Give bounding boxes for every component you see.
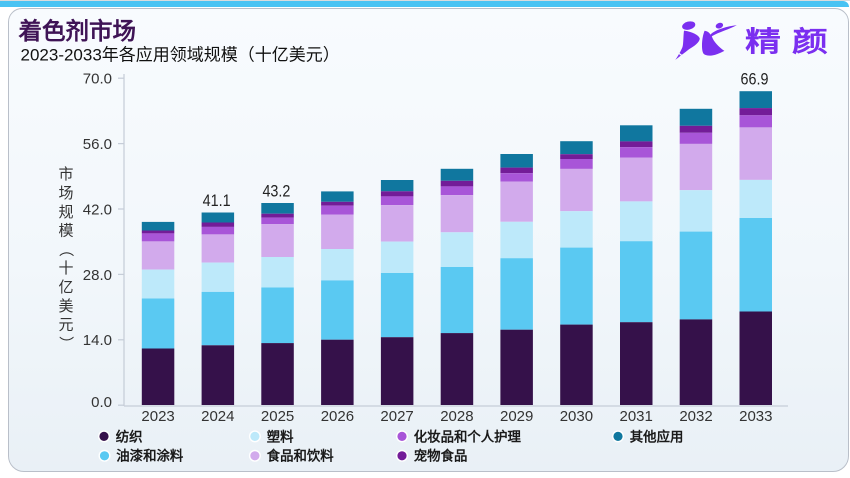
- svg-text:42.0: 42.0: [83, 201, 112, 218]
- svg-text:2026: 2026: [321, 408, 354, 425]
- svg-text:2030: 2030: [560, 408, 593, 425]
- svg-text:2027: 2027: [380, 408, 413, 425]
- svg-text:模: 模: [58, 223, 73, 240]
- svg-text:场: 场: [58, 185, 73, 202]
- svg-text:市: 市: [58, 166, 73, 183]
- svg-text:28.0: 28.0: [83, 267, 112, 284]
- svg-text:食品和饮料: 食品和饮料: [267, 448, 335, 464]
- svg-text:70.0: 70.0: [83, 71, 112, 88]
- svg-text:规: 规: [58, 204, 73, 221]
- svg-text:着色剂市场: 着色剂市场: [19, 17, 137, 44]
- svg-text:2023: 2023: [141, 408, 174, 425]
- svg-text:油漆和涂料: 油漆和涂料: [116, 448, 184, 464]
- svg-text:塑料: 塑料: [267, 428, 294, 444]
- svg-text:0.0: 0.0: [91, 394, 112, 411]
- svg-text:元: 元: [58, 317, 73, 334]
- svg-text:美: 美: [58, 298, 73, 315]
- svg-text:化妆品和个人护理: 化妆品和个人护理: [414, 428, 522, 444]
- svg-text:56.0: 56.0: [83, 136, 112, 153]
- svg-text:2025: 2025: [261, 408, 294, 425]
- svg-text:纺织: 纺织: [116, 428, 143, 444]
- svg-text:十: 十: [58, 260, 73, 277]
- svg-text:43.2: 43.2: [262, 182, 290, 200]
- svg-text:2032: 2032: [679, 408, 712, 425]
- svg-text:）: ）: [57, 336, 74, 351]
- svg-text:2033: 2033: [739, 408, 772, 425]
- svg-text:66.9: 66.9: [741, 71, 769, 89]
- svg-text:14.0: 14.0: [83, 332, 112, 349]
- svg-text:亿: 亿: [58, 279, 73, 296]
- svg-text:2024: 2024: [201, 408, 234, 425]
- svg-text:41.1: 41.1: [203, 192, 231, 210]
- svg-text:2023-2033年各应用领域规模（十亿美元）: 2023-2033年各应用领域规模（十亿美元）: [21, 45, 340, 64]
- svg-text:宠物食品: 宠物食品: [414, 448, 468, 464]
- svg-text:2028: 2028: [440, 408, 473, 425]
- svg-text:2029: 2029: [500, 408, 533, 425]
- svg-text:2031: 2031: [620, 408, 653, 425]
- svg-text:精颜: 精颜: [745, 26, 839, 57]
- svg-text:（: （: [57, 242, 74, 257]
- svg-text:其他应用: 其他应用: [630, 428, 684, 444]
